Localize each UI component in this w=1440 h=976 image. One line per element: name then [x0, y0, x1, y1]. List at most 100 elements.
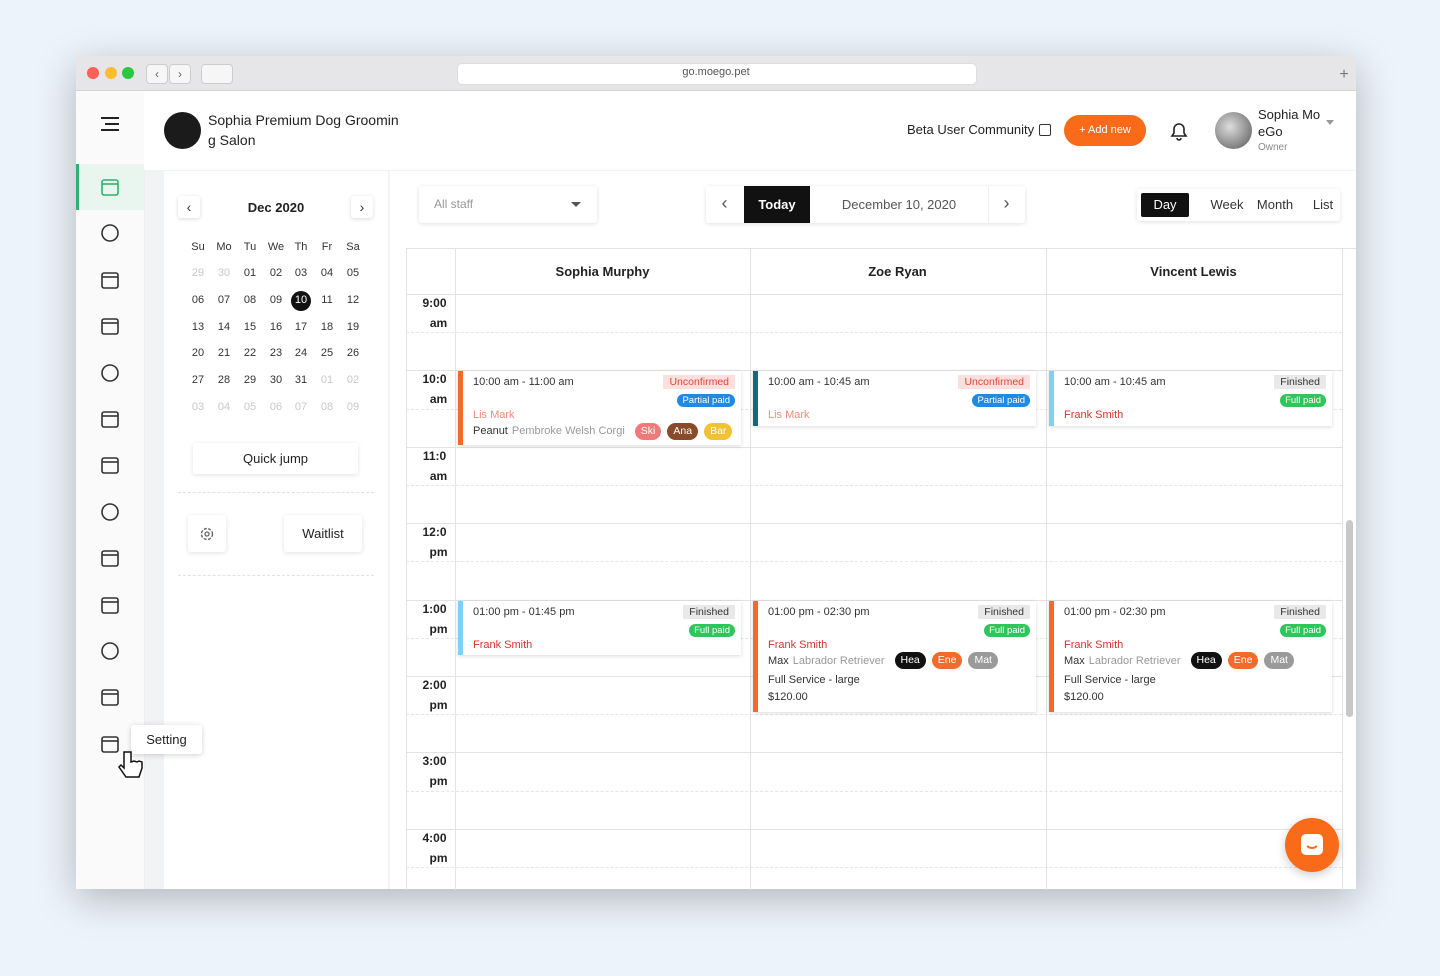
- prev-day[interactable]: ‹: [721, 193, 728, 213]
- community-link[interactable]: Beta User Community: [907, 122, 1035, 137]
- appointment-card[interactable]: 10:00 am - 11:00 am Unconfirmed Partial pa…: [458, 371, 741, 445]
- user-role: Owner: [1258, 142, 1288, 153]
- calendar-day[interactable]: 01: [320, 374, 334, 387]
- calendar-day[interactable]: 13: [191, 320, 205, 333]
- calendar-day[interactable]: 07: [294, 401, 308, 413]
- prev-month[interactable]: ‹: [178, 196, 200, 218]
- calendar-day[interactable]: 01: [243, 267, 257, 279]
- nav-icon[interactable]: [99, 733, 121, 755]
- calendar-day[interactable]: 18: [320, 320, 334, 333]
- pet-tag: Ana: [667, 422, 699, 440]
- quick-jump-button[interactable]: Quick jump: [193, 443, 358, 474]
- calendar-day[interactable]: 23: [269, 347, 283, 360]
- calendar-day[interactable]: 11: [321, 293, 333, 306]
- scrollbar-thumb[interactable]: [1346, 520, 1353, 717]
- calendar-day[interactable]: 14: [217, 320, 231, 333]
- calendar-day[interactable]: 21: [217, 347, 231, 360]
- appointment-card[interactable]: 10:00 am - 10:45 am Finished Full paid Fran…: [1049, 371, 1332, 426]
- calendar-day[interactable]: 09: [346, 401, 360, 413]
- calendar-day[interactable]: 30: [217, 267, 231, 279]
- calendar-day[interactable]: 08: [243, 293, 257, 306]
- time-period: pm: [429, 621, 448, 636]
- calendar-day[interactable]: 05: [243, 401, 257, 413]
- avatar[interactable]: [1215, 112, 1252, 149]
- appointment-card[interactable]: 01:00 pm - 01:45 pm Finished Full paid Fran…: [458, 600, 741, 655]
- nav-icon[interactable]: [99, 269, 121, 291]
- calendar-day[interactable]: 29: [243, 374, 257, 387]
- calendar-day[interactable]: 19: [346, 320, 360, 333]
- minimize-dot[interactable]: [105, 67, 117, 79]
- calendar-day[interactable]: 07: [217, 293, 231, 306]
- nav-icon[interactable]: [99, 315, 121, 337]
- weekday-label: We: [267, 241, 285, 253]
- menu-icon[interactable]: [99, 113, 121, 135]
- calendar-day[interactable]: 25: [320, 347, 334, 360]
- calendar-day[interactable]: 15: [243, 320, 257, 333]
- view-option[interactable]: Month: [1256, 197, 1294, 212]
- back-button[interactable]: ‹: [146, 64, 168, 84]
- calendar-day[interactable]: 20: [191, 347, 205, 360]
- calendar-day[interactable]: 02: [346, 374, 360, 387]
- payment-badge: Partial paid: [677, 394, 735, 408]
- calendar-day[interactable]: 24: [294, 347, 308, 360]
- zoom-dot[interactable]: [122, 67, 134, 79]
- schedule-grid: 9:00 am 10:0 am 11:0 am 12:0 pm 1:00 pm 2:00 pm 3:00…: [406, 248, 1356, 890]
- calendar-day[interactable]: 04: [320, 267, 334, 279]
- calendar-day[interactable]: 16: [269, 320, 283, 333]
- pet-tag: Hea: [894, 652, 926, 670]
- calendar-day[interactable]: 02: [269, 267, 283, 279]
- view-option[interactable]: Day: [1141, 193, 1189, 217]
- calendar-day[interactable]: 12: [346, 293, 360, 306]
- calendar-day[interactable]: 27: [191, 374, 205, 387]
- nav-icon[interactable]: [99, 640, 121, 662]
- nav-icon[interactable]: [99, 686, 121, 708]
- view-option[interactable]: List: [1312, 197, 1334, 212]
- nav-icon[interactable]: [99, 594, 121, 616]
- nav-icon[interactable]: [99, 408, 121, 430]
- calendar-day[interactable]: 30: [269, 374, 283, 387]
- view-option[interactable]: Week: [1210, 197, 1244, 212]
- calendar-day[interactable]: 03: [191, 401, 205, 413]
- logo: [164, 112, 201, 149]
- appointment-card[interactable]: 01:00 pm - 02:30 pm Finished Full paid Fran…: [1049, 600, 1332, 713]
- sidebar-toggle[interactable]: [201, 64, 233, 84]
- appointment-card[interactable]: 01:00 pm - 02:30 pm Finished Full paid Fran…: [753, 600, 1036, 713]
- calendar-day[interactable]: 28: [217, 374, 231, 387]
- nav-icon[interactable]: [99, 501, 121, 523]
- nav-icon[interactable]: [99, 454, 121, 476]
- today-button[interactable]: Today: [744, 186, 810, 223]
- calendar-day[interactable]: 06: [191, 293, 205, 306]
- calendar-day[interactable]: 05: [346, 267, 360, 279]
- calendar-day[interactable]: 08: [320, 401, 334, 413]
- waitlist-button[interactable]: Waitlist: [284, 515, 362, 552]
- calendar-day[interactable]: 04: [217, 401, 231, 413]
- appointment-card[interactable]: 10:00 am - 10:45 am Unconfirmed Partial pa…: [753, 371, 1036, 426]
- add-new-button[interactable]: + Add new: [1064, 115, 1146, 146]
- calendar-day[interactable]: 03: [294, 267, 308, 279]
- new-tab[interactable]: +: [1339, 66, 1349, 83]
- calendar-day[interactable]: 10: [294, 293, 308, 306]
- hour-line: [406, 446, 1342, 448]
- next-month[interactable]: ›: [351, 196, 373, 218]
- status-badge: Unconfirmed: [958, 375, 1030, 390]
- nav-icon[interactable]: [99, 176, 121, 198]
- forward-button[interactable]: ›: [169, 64, 191, 84]
- nav-icon[interactable]: [99, 222, 121, 244]
- calendar-day[interactable]: 29: [191, 267, 205, 279]
- calendar-day[interactable]: 17: [294, 320, 308, 333]
- nav-icon[interactable]: [99, 547, 121, 569]
- payment-badge: Full paid: [1280, 623, 1326, 637]
- next-day[interactable]: ›: [1003, 193, 1010, 213]
- notification-bell[interactable]: [1168, 120, 1190, 142]
- calendar-day[interactable]: 26: [346, 347, 360, 360]
- calendar-day[interactable]: 22: [243, 347, 257, 360]
- user-dropdown[interactable]: [1326, 120, 1334, 125]
- nav-icon[interactable]: [99, 362, 121, 384]
- calendar-day[interactable]: 06: [269, 401, 283, 413]
- pet-tag: Mat: [1264, 652, 1294, 670]
- calendar-day[interactable]: 09: [269, 293, 283, 306]
- close-dot[interactable]: [87, 67, 99, 79]
- staff-filter[interactable]: All staff: [419, 186, 597, 223]
- calendar-day[interactable]: 31: [294, 374, 308, 387]
- url-bar[interactable]: [457, 63, 977, 85]
